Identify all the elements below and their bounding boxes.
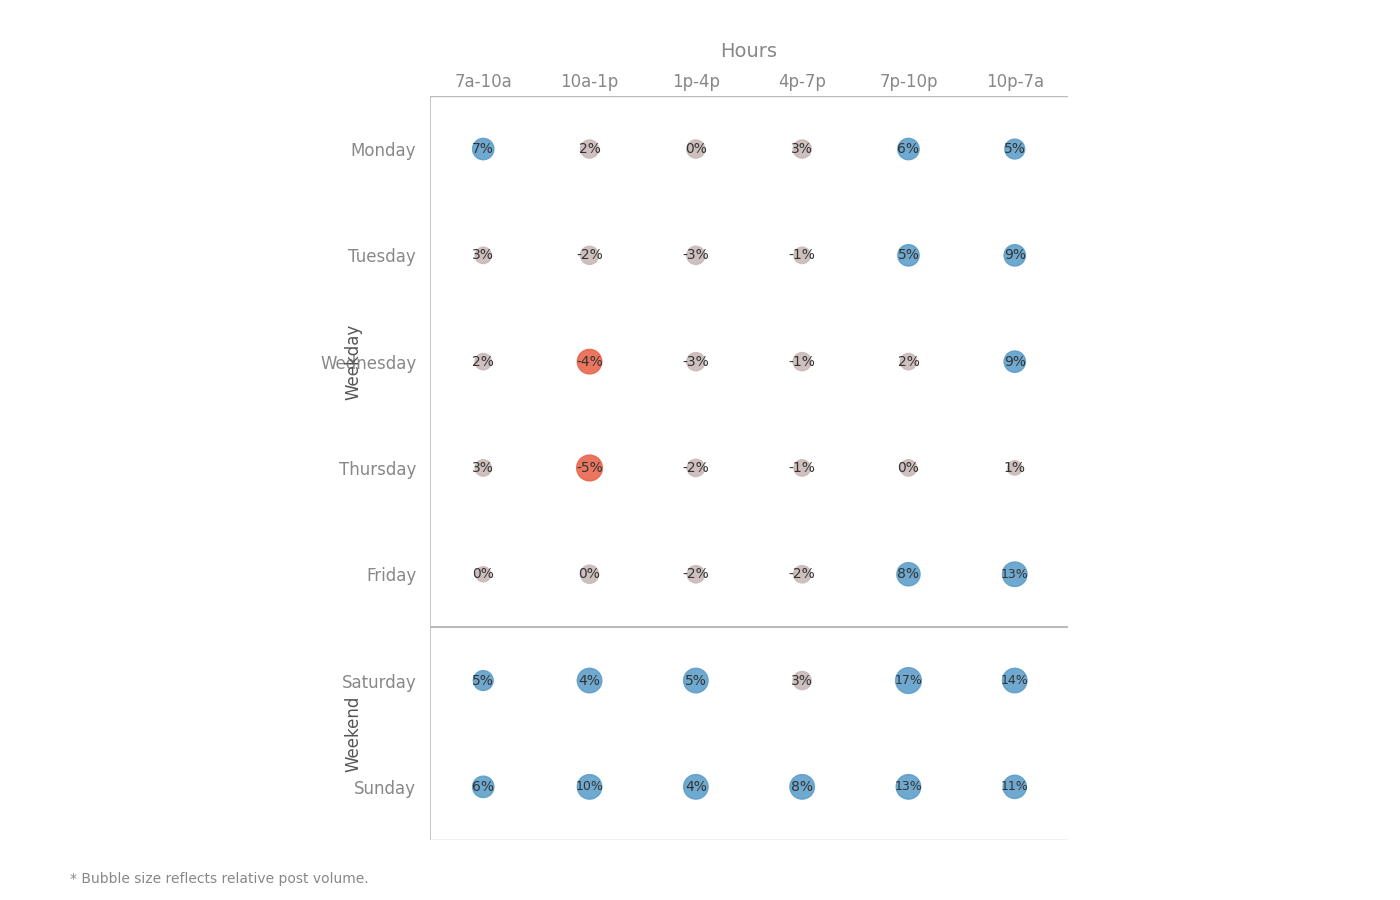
Text: 13%: 13% [895,780,923,793]
Circle shape [577,455,602,481]
Text: 0%: 0% [578,567,601,581]
Circle shape [1002,669,1028,693]
Text: -1%: -1% [788,355,816,369]
Circle shape [792,671,811,689]
Text: 4%: 4% [685,779,707,794]
Text: Weekend: Weekend [344,696,363,772]
Circle shape [687,247,706,265]
Text: 3%: 3% [472,461,494,475]
Text: -2%: -2% [577,248,603,262]
Text: 6%: 6% [472,779,494,794]
Text: -5%: -5% [577,461,603,475]
Circle shape [897,562,920,586]
Circle shape [1005,140,1025,159]
Circle shape [1002,562,1028,587]
Text: 13%: 13% [1001,568,1029,580]
Text: 17%: 17% [895,674,923,687]
Text: 2%: 2% [897,355,920,369]
Text: 5%: 5% [472,673,494,688]
Text: 14%: 14% [1001,674,1029,687]
Circle shape [687,459,704,477]
Text: 2%: 2% [472,355,494,369]
Circle shape [897,139,920,159]
Text: 2%: 2% [578,142,601,156]
Text: 0%: 0% [685,142,707,156]
Text: 7%: 7% [472,142,494,156]
Text: -3%: -3% [682,248,710,262]
Text: 11%: 11% [1001,780,1029,793]
Circle shape [794,565,811,583]
Text: 5%: 5% [1004,142,1026,156]
Text: -1%: -1% [788,248,816,262]
Circle shape [794,460,811,476]
Text: 0%: 0% [472,567,494,581]
Circle shape [473,670,493,690]
Circle shape [577,349,602,373]
Circle shape [475,354,491,370]
Circle shape [683,775,708,799]
Circle shape [475,460,491,476]
Circle shape [687,565,704,583]
Text: 8%: 8% [897,567,920,581]
Text: -1%: -1% [788,461,816,475]
Text: -2%: -2% [682,567,710,581]
Circle shape [475,248,491,264]
Title: Hours: Hours [721,42,777,61]
Circle shape [1004,245,1025,266]
Circle shape [581,140,599,158]
Text: 3%: 3% [791,142,813,156]
Circle shape [792,353,811,371]
Text: 5%: 5% [685,673,707,688]
Text: -3%: -3% [682,355,710,369]
Circle shape [577,775,602,799]
Text: Weekday: Weekday [344,323,363,400]
Text: -2%: -2% [788,567,816,581]
Text: -4%: -4% [577,355,603,369]
Text: 5%: 5% [897,248,920,262]
Circle shape [896,668,921,693]
Text: * Bubble size reflects relative post volume.: * Bubble size reflects relative post vol… [70,872,368,886]
Text: 6%: 6% [897,142,920,156]
Text: 0%: 0% [897,461,920,475]
Text: 4%: 4% [578,673,601,688]
Text: 8%: 8% [791,779,813,794]
Circle shape [1008,461,1022,475]
Circle shape [683,669,708,693]
Circle shape [1004,351,1025,373]
Circle shape [792,140,811,158]
Circle shape [790,775,815,799]
Circle shape [794,248,811,264]
Circle shape [577,669,602,693]
Text: 9%: 9% [1004,248,1026,262]
Text: 10%: 10% [575,780,603,793]
Circle shape [476,567,491,581]
Circle shape [581,247,599,265]
Text: 1%: 1% [1004,461,1026,475]
Text: -2%: -2% [682,461,710,475]
Text: 3%: 3% [472,248,494,262]
Circle shape [687,140,706,158]
Circle shape [1004,775,1026,798]
Circle shape [473,776,494,797]
Circle shape [581,565,599,583]
Circle shape [473,139,494,159]
Circle shape [897,245,920,266]
Text: 3%: 3% [791,673,813,688]
Text: 9%: 9% [1004,355,1026,369]
Circle shape [900,460,917,476]
Circle shape [687,353,706,371]
Circle shape [896,775,921,799]
Circle shape [900,354,917,370]
